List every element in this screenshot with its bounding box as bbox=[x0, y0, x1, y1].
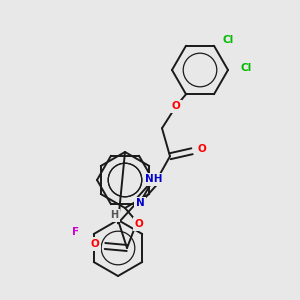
Text: H: H bbox=[110, 210, 118, 220]
Text: Cl: Cl bbox=[222, 35, 234, 45]
Text: O: O bbox=[198, 144, 206, 154]
Text: O: O bbox=[172, 101, 180, 111]
Text: Cl: Cl bbox=[240, 63, 252, 73]
Text: O: O bbox=[91, 239, 99, 249]
Text: NH: NH bbox=[145, 174, 163, 184]
Text: O: O bbox=[135, 219, 143, 229]
Text: N: N bbox=[136, 198, 144, 208]
Text: F: F bbox=[72, 227, 79, 237]
